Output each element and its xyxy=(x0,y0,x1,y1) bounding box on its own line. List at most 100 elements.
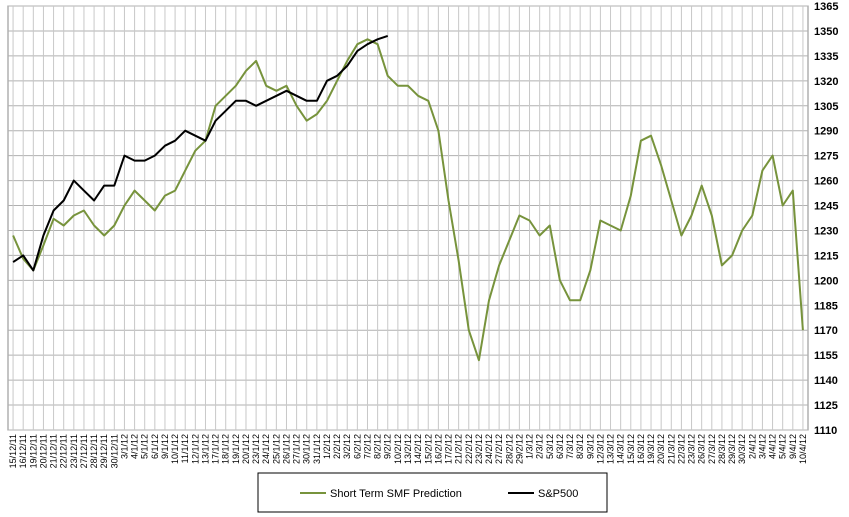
x-tick-label: 12/3/12 xyxy=(595,434,605,464)
x-tick-label: 28/3/12 xyxy=(717,434,727,464)
x-tick-label: 16/3/12 xyxy=(636,434,646,464)
x-tick-label: 31/1/12 xyxy=(312,434,322,464)
series-line xyxy=(12,38,804,362)
x-tick-label: 5/4/12 xyxy=(778,434,788,459)
y-tick-label: 1170 xyxy=(814,325,838,337)
x-tick-label: 3/1/12 xyxy=(119,434,129,459)
x-tick-label: 6/1/12 xyxy=(150,434,160,459)
x-tick-label: 20/3/12 xyxy=(656,434,666,464)
x-tick-label: 7/2/12 xyxy=(362,434,372,459)
x-tick-label: 9/4/12 xyxy=(788,434,798,459)
x-tick-label: 19/1/12 xyxy=(231,434,241,464)
x-tick-label: 10/1/12 xyxy=(170,434,180,464)
x-tick-label: 19/12/11 xyxy=(28,434,38,468)
labels: 1110 1125 1140 1155 1170 1185 1200 1215 1230 1245… xyxy=(8,1,838,468)
x-tick-label: 13/3/12 xyxy=(606,434,616,464)
x-tick-label: 15/12/11 xyxy=(8,434,18,468)
x-tick-label: 24/2/12 xyxy=(484,434,494,464)
y-tick-label: 1350 xyxy=(814,26,838,38)
x-tick-label: 13/1/12 xyxy=(200,434,210,464)
y-tick-label: 1140 xyxy=(814,375,838,387)
x-tick-label: 10/4/12 xyxy=(798,434,808,464)
x-tick-label: 15/3/12 xyxy=(626,434,636,464)
x-tick-label: 9/1/12 xyxy=(160,434,170,459)
x-tick-label: 21/3/12 xyxy=(666,434,676,464)
x-tick-label: 28/2/12 xyxy=(504,434,514,464)
x-tick-label: 12/1/12 xyxy=(190,434,200,464)
x-tick-label: 1/2/12 xyxy=(322,434,332,459)
x-tick-label: 8/2/12 xyxy=(373,434,383,459)
x-tick-label: 23/2/12 xyxy=(474,434,484,464)
lines xyxy=(12,34,804,362)
x-tick-label: 6/2/12 xyxy=(352,434,362,459)
x-tick-label: 25/1/12 xyxy=(271,434,281,464)
y-tick-label: 1320 xyxy=(814,76,838,88)
x-tick-label: 17/1/12 xyxy=(211,434,221,464)
y-tick-label: 1275 xyxy=(814,151,838,163)
y-tick-label: 1215 xyxy=(814,250,838,262)
y-tick-label: 1110 xyxy=(814,425,837,437)
y-tick-label: 1200 xyxy=(814,275,838,287)
x-tick-label: 7/3/12 xyxy=(565,434,575,459)
x-tick-label: 23/3/12 xyxy=(687,434,697,464)
y-tick-label: 1365 xyxy=(814,1,838,13)
x-tick-label: 27/2/12 xyxy=(494,434,504,464)
x-tick-label: 29/3/12 xyxy=(727,434,737,464)
x-tick-label: 20/12/11 xyxy=(38,434,48,468)
x-tick-label: 14/3/12 xyxy=(616,434,626,464)
x-tick-label: 30/1/12 xyxy=(302,434,312,464)
x-tick-label: 3/2/12 xyxy=(342,434,352,459)
x-tick-label: 18/1/12 xyxy=(221,434,231,464)
x-tick-label: 5/3/12 xyxy=(545,434,555,459)
x-tick-label: 3/4/12 xyxy=(757,434,767,459)
x-tick-label: 27/12/11 xyxy=(79,434,89,468)
x-tick-label: 2/3/12 xyxy=(535,434,545,459)
y-tick-label: 1125 xyxy=(814,400,838,412)
x-tick-label: 17/2/12 xyxy=(444,434,454,464)
x-tick-label: 22/12/11 xyxy=(59,434,69,468)
y-tick-label: 1260 xyxy=(814,176,838,188)
x-tick-label: 13/2/12 xyxy=(403,434,413,464)
y-tick-label: 1335 xyxy=(814,51,838,63)
x-tick-label: 30/3/12 xyxy=(737,434,747,464)
y-tick-label: 1230 xyxy=(814,225,838,237)
x-tick-label: 9/2/12 xyxy=(383,434,393,459)
y-tick-label: 1245 xyxy=(814,201,838,213)
x-tick-label: 10/2/12 xyxy=(393,434,403,464)
x-tick-label: 2/4/12 xyxy=(747,434,757,459)
x-tick-label: 11/1/12 xyxy=(180,434,190,463)
x-tick-label: 9/3/12 xyxy=(585,434,595,459)
x-tick-label: 15/2/12 xyxy=(423,434,433,464)
x-tick-label: 22/2/12 xyxy=(464,434,474,464)
x-tick-label: 16/12/11 xyxy=(18,434,28,468)
grid xyxy=(8,5,808,431)
x-tick-label: 6/3/12 xyxy=(555,434,565,459)
y-tick-label: 1305 xyxy=(814,101,838,113)
x-tick-label: 30/12/11 xyxy=(109,434,119,468)
x-tick-label: 29/12/11 xyxy=(99,434,109,468)
x-tick-label: 21/12/11 xyxy=(49,434,59,468)
x-tick-label: 5/1/12 xyxy=(140,434,150,459)
x-tick-label: 2/2/12 xyxy=(332,434,342,459)
y-tick-label: 1290 xyxy=(814,126,838,138)
y-tick-label: 1185 xyxy=(814,300,838,312)
x-tick-label: 16/2/12 xyxy=(433,434,443,464)
legend-items: Short Term SMF Prediction S&P500 xyxy=(300,488,578,500)
x-tick-label: 29/2/12 xyxy=(514,434,524,464)
x-tick-label: 28/12/11 xyxy=(89,434,99,468)
x-tick-label: 21/2/12 xyxy=(454,434,464,464)
y-tick-label: 1155 xyxy=(814,350,838,362)
x-tick-label: 23/12/11 xyxy=(69,434,79,468)
x-tick-label: 4/4/12 xyxy=(768,434,778,459)
x-tick-label: 23/1/12 xyxy=(251,434,261,464)
x-tick-label: 1/3/12 xyxy=(525,434,535,459)
x-tick-label: 20/1/12 xyxy=(241,434,251,464)
x-tick-label: 27/3/12 xyxy=(707,434,717,464)
x-tick-label: 24/1/12 xyxy=(261,434,271,464)
x-tick-label: 26/1/12 xyxy=(281,434,291,464)
series-line xyxy=(12,34,389,272)
x-tick-label: 14/2/12 xyxy=(413,434,423,464)
x-tick-label: 19/3/12 xyxy=(646,434,656,464)
